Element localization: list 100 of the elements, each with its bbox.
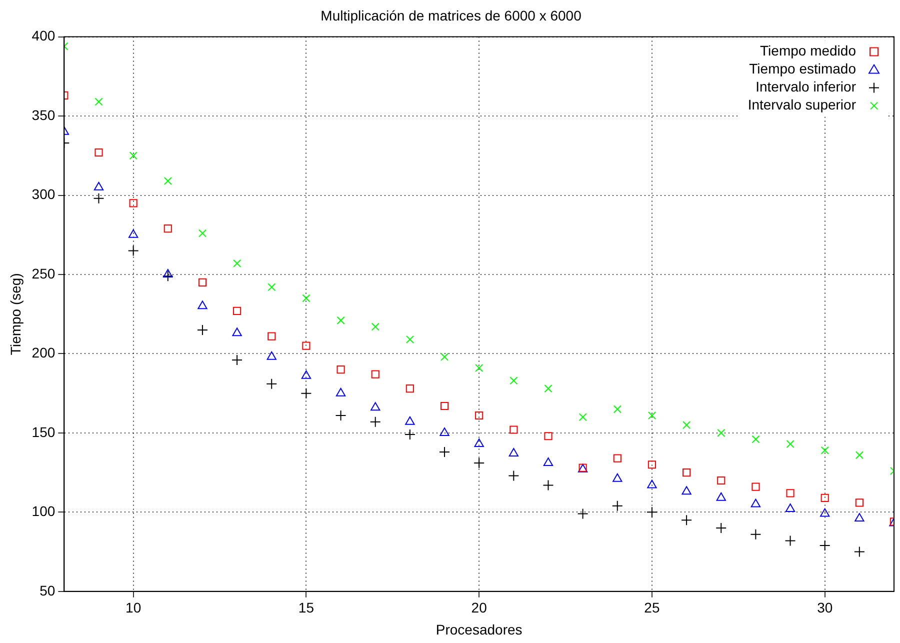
point (335, 410, 346, 422)
point (300, 388, 312, 399)
point (129, 199, 138, 208)
point (785, 504, 796, 512)
y-tick-label: 100 (32, 503, 56, 520)
point (820, 508, 830, 517)
legend-label: Intervalo inferior (756, 78, 856, 95)
point (474, 458, 485, 469)
point (440, 427, 450, 436)
point (786, 489, 794, 498)
x-axis-title: Procesadores (436, 621, 522, 638)
point (405, 416, 415, 425)
point (128, 245, 139, 256)
point (474, 438, 484, 448)
point (613, 405, 622, 414)
point (681, 514, 692, 526)
point (855, 498, 864, 507)
y-axis-title: Tiempo (seg) (7, 273, 24, 356)
legend-label: Tiempo estimado (749, 60, 856, 77)
y-tick-label: 300 (32, 186, 56, 202)
point (577, 508, 588, 520)
point (439, 446, 450, 458)
point (542, 480, 554, 491)
legend-label: Intervalo superior (748, 96, 856, 113)
point (612, 473, 622, 482)
point (198, 300, 208, 310)
point (578, 413, 587, 422)
point (406, 384, 414, 393)
point (612, 500, 623, 512)
point (94, 182, 104, 190)
point (336, 388, 346, 396)
point (750, 498, 761, 508)
point (646, 506, 658, 518)
point (682, 420, 691, 430)
point (94, 98, 103, 106)
point (648, 460, 656, 469)
point (648, 411, 656, 420)
point (543, 458, 554, 466)
point (302, 294, 310, 302)
point (784, 535, 796, 546)
point (820, 494, 829, 502)
point (786, 440, 794, 448)
y-tick-label: 250 (32, 265, 56, 282)
point (647, 480, 657, 488)
point (371, 370, 380, 378)
point (336, 316, 345, 324)
point (266, 378, 278, 390)
point (93, 192, 104, 204)
point (164, 224, 172, 233)
point (510, 376, 518, 385)
point (854, 513, 864, 522)
point (232, 354, 243, 366)
point (819, 540, 830, 551)
point (163, 268, 173, 278)
point (855, 451, 864, 460)
chart-title: Multiplicación de matrices de 6000 x 6000 (320, 7, 582, 24)
y-tick-label: 350 (32, 106, 56, 123)
point (508, 470, 520, 482)
x-tick-label: 15 (298, 600, 314, 616)
point (233, 259, 242, 268)
y-tick-label: 200 (32, 344, 56, 361)
point (198, 229, 206, 238)
point (162, 270, 174, 282)
point (371, 322, 380, 331)
point (370, 402, 380, 411)
point (717, 428, 726, 437)
point (406, 335, 414, 344)
point (508, 448, 518, 457)
point (752, 435, 760, 444)
point (510, 426, 518, 434)
point (854, 546, 865, 558)
point (544, 384, 552, 393)
point (233, 306, 242, 315)
legend-label: Tiempo medido (760, 42, 856, 59)
y-tick-label: 150 (32, 424, 56, 440)
point (129, 152, 138, 160)
point (196, 324, 208, 336)
point (301, 370, 312, 379)
point (370, 416, 381, 428)
point (302, 342, 310, 350)
point (268, 332, 276, 340)
point (820, 446, 829, 454)
y-tick-label: 50 (40, 582, 56, 598)
point (750, 528, 762, 540)
point (164, 176, 172, 186)
point (128, 229, 138, 238)
point (475, 364, 484, 372)
point (268, 283, 276, 292)
x-tick-label: 30 (817, 600, 833, 616)
point (440, 402, 449, 410)
point (232, 328, 242, 336)
point (266, 351, 276, 360)
x-tick-label: 25 (644, 600, 660, 616)
point (198, 278, 206, 286)
point (94, 148, 103, 157)
point (544, 432, 552, 440)
point (716, 522, 727, 534)
x-tick-label: 20 (471, 600, 488, 616)
point (752, 482, 760, 491)
point (475, 411, 484, 420)
